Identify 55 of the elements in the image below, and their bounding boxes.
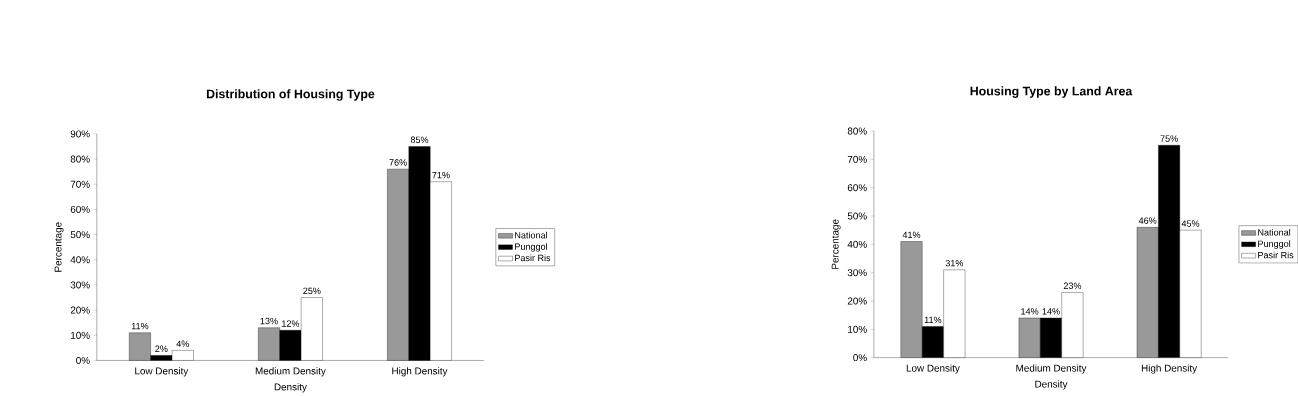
x-tick-label: High Density xyxy=(1141,364,1198,374)
y-tick-label: 50% xyxy=(70,231,90,239)
data-label: 41% xyxy=(902,231,921,239)
legend-label: Punggol xyxy=(515,243,547,252)
y-tick-label: 40% xyxy=(847,240,867,248)
data-label: 75% xyxy=(1160,135,1178,142)
legend-label: National xyxy=(515,231,547,239)
data-label: 46% xyxy=(1138,217,1157,225)
x-axis-title: Density xyxy=(1035,380,1068,390)
data-label: 85% xyxy=(410,136,429,144)
y-tick-label: 80% xyxy=(847,127,867,135)
y-tick-label: 40% xyxy=(70,256,90,264)
y-tick-label: 0% xyxy=(76,357,90,365)
y-tick-label: 10% xyxy=(848,325,867,333)
y-tick-label: 30% xyxy=(70,281,90,289)
x-tick-label: Medium Density xyxy=(255,367,326,377)
data-label: 25% xyxy=(303,287,321,295)
y-tick-label: 20% xyxy=(847,297,867,305)
y-tick-label: 10% xyxy=(71,331,90,339)
legend-label: Punggol xyxy=(1258,240,1291,249)
data-label: 76% xyxy=(389,159,407,166)
y-axis-title: Percentage xyxy=(831,219,841,269)
data-label: 45% xyxy=(1181,220,1200,227)
y-axis-title: Percentage xyxy=(54,222,64,272)
y-tick-label: 60% xyxy=(847,184,867,192)
data-label: 2% xyxy=(155,345,168,353)
y-tick-label: 20% xyxy=(70,306,90,314)
y-tick-label: 30% xyxy=(847,269,867,277)
x-tick-label: Low Density xyxy=(906,364,960,374)
y-tick-label: 80% xyxy=(70,155,90,163)
data-label: 12% xyxy=(282,320,300,327)
legend-label: National xyxy=(1258,229,1291,236)
data-label: 14% xyxy=(1021,308,1039,315)
y-tick-label: 0% xyxy=(853,354,867,362)
data-label: 14% xyxy=(1042,308,1060,315)
x-tick-label: Medium Density xyxy=(1016,364,1087,374)
y-tick-label: 60% xyxy=(70,206,90,214)
chart-title: Distribution of Housing Type xyxy=(206,89,375,101)
x-tick-label: Low Density xyxy=(135,367,189,377)
data-label: 11% xyxy=(924,316,942,324)
data-label: 71% xyxy=(432,172,450,179)
legend-label: Pasir Ris xyxy=(1258,251,1294,259)
y-tick-label: 70% xyxy=(70,180,90,188)
y-tick-label: 50% xyxy=(847,212,867,220)
x-tick-label: High Density xyxy=(392,367,448,377)
chart-title: Housing Type by Land Area xyxy=(970,86,1133,99)
data-label: 31% xyxy=(945,260,964,267)
data-label: 11% xyxy=(131,323,149,330)
y-tick-label: 70% xyxy=(847,156,867,164)
data-label: 13% xyxy=(260,318,278,325)
x-axis-title: Density xyxy=(274,383,307,393)
data-label: 23% xyxy=(1063,282,1082,290)
legend-label: Pasir Ris xyxy=(515,254,551,262)
data-label: 4% xyxy=(176,340,189,348)
y-tick-label: 90% xyxy=(70,130,90,138)
